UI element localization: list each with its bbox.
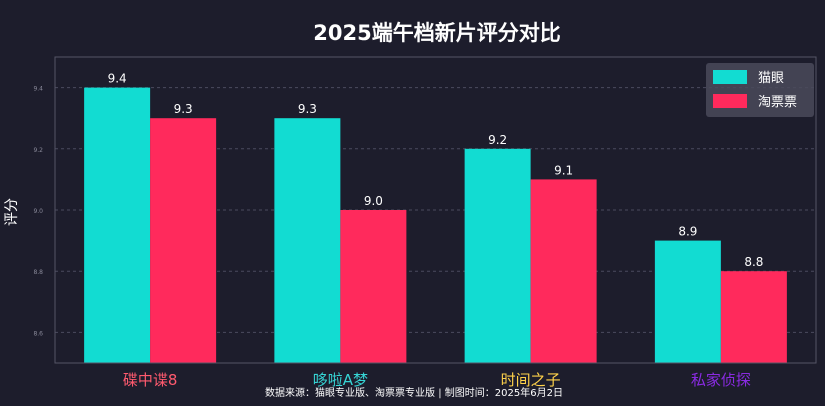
y-tick-label: 9.4 (33, 86, 43, 93)
bar-maoyan (84, 87, 151, 363)
value-label: 9.3 (174, 102, 193, 116)
footnote: 数据来源：猫眼专业版、淘票票专业版 | 制图时间：2025年6月2日 (265, 386, 563, 399)
value-label: 9.2 (488, 133, 507, 147)
value-label: 8.9 (678, 225, 697, 239)
value-label: 9.3 (298, 102, 317, 116)
legend-swatch (713, 94, 747, 108)
x-tick-label: 时间之子 (501, 371, 561, 389)
bar-maoyan (464, 148, 531, 363)
value-label: 9.0 (364, 194, 383, 208)
bars (84, 87, 787, 363)
legend-label: 猫眼 (758, 71, 784, 86)
legend-label: 淘票票 (758, 95, 797, 110)
y-axis-label: 评分 (4, 198, 20, 226)
bar-taopiaopiao (720, 271, 787, 363)
chart-title: 2025端午档新片评分对比 (313, 21, 560, 45)
bar-taopiaopiao (150, 118, 217, 363)
y-tick-label: 8.8 (33, 269, 43, 276)
legend-swatch (713, 70, 747, 84)
bar-taopiaopiao (530, 179, 597, 363)
y-tick-label: 9.0 (33, 208, 43, 215)
value-label: 9.4 (108, 72, 127, 86)
x-tick-label: 哆啦A梦 (313, 371, 368, 389)
value-labels: 9.4 9.3 9.3 9.0 9.2 9.1 8.9 8.8 (108, 72, 764, 270)
value-label: 8.8 (744, 255, 763, 269)
bar-taopiaopiao (340, 210, 407, 363)
y-tick-labels: 8.6 8.8 9.0 9.2 9.4 (33, 86, 43, 338)
x-tick-labels: 碟中谍8 哆啦A梦 时间之子 私家侦探 (123, 371, 751, 389)
x-tick-label: 碟中谍8 (123, 371, 178, 389)
x-tick-label: 私家侦探 (691, 371, 751, 389)
bar-maoyan (274, 118, 341, 363)
y-tick-label: 8.6 (33, 330, 43, 337)
y-tick-label: 9.2 (33, 147, 43, 154)
bar-maoyan (654, 240, 721, 363)
plot-frame (54, 56, 817, 364)
value-label: 9.1 (554, 163, 573, 177)
